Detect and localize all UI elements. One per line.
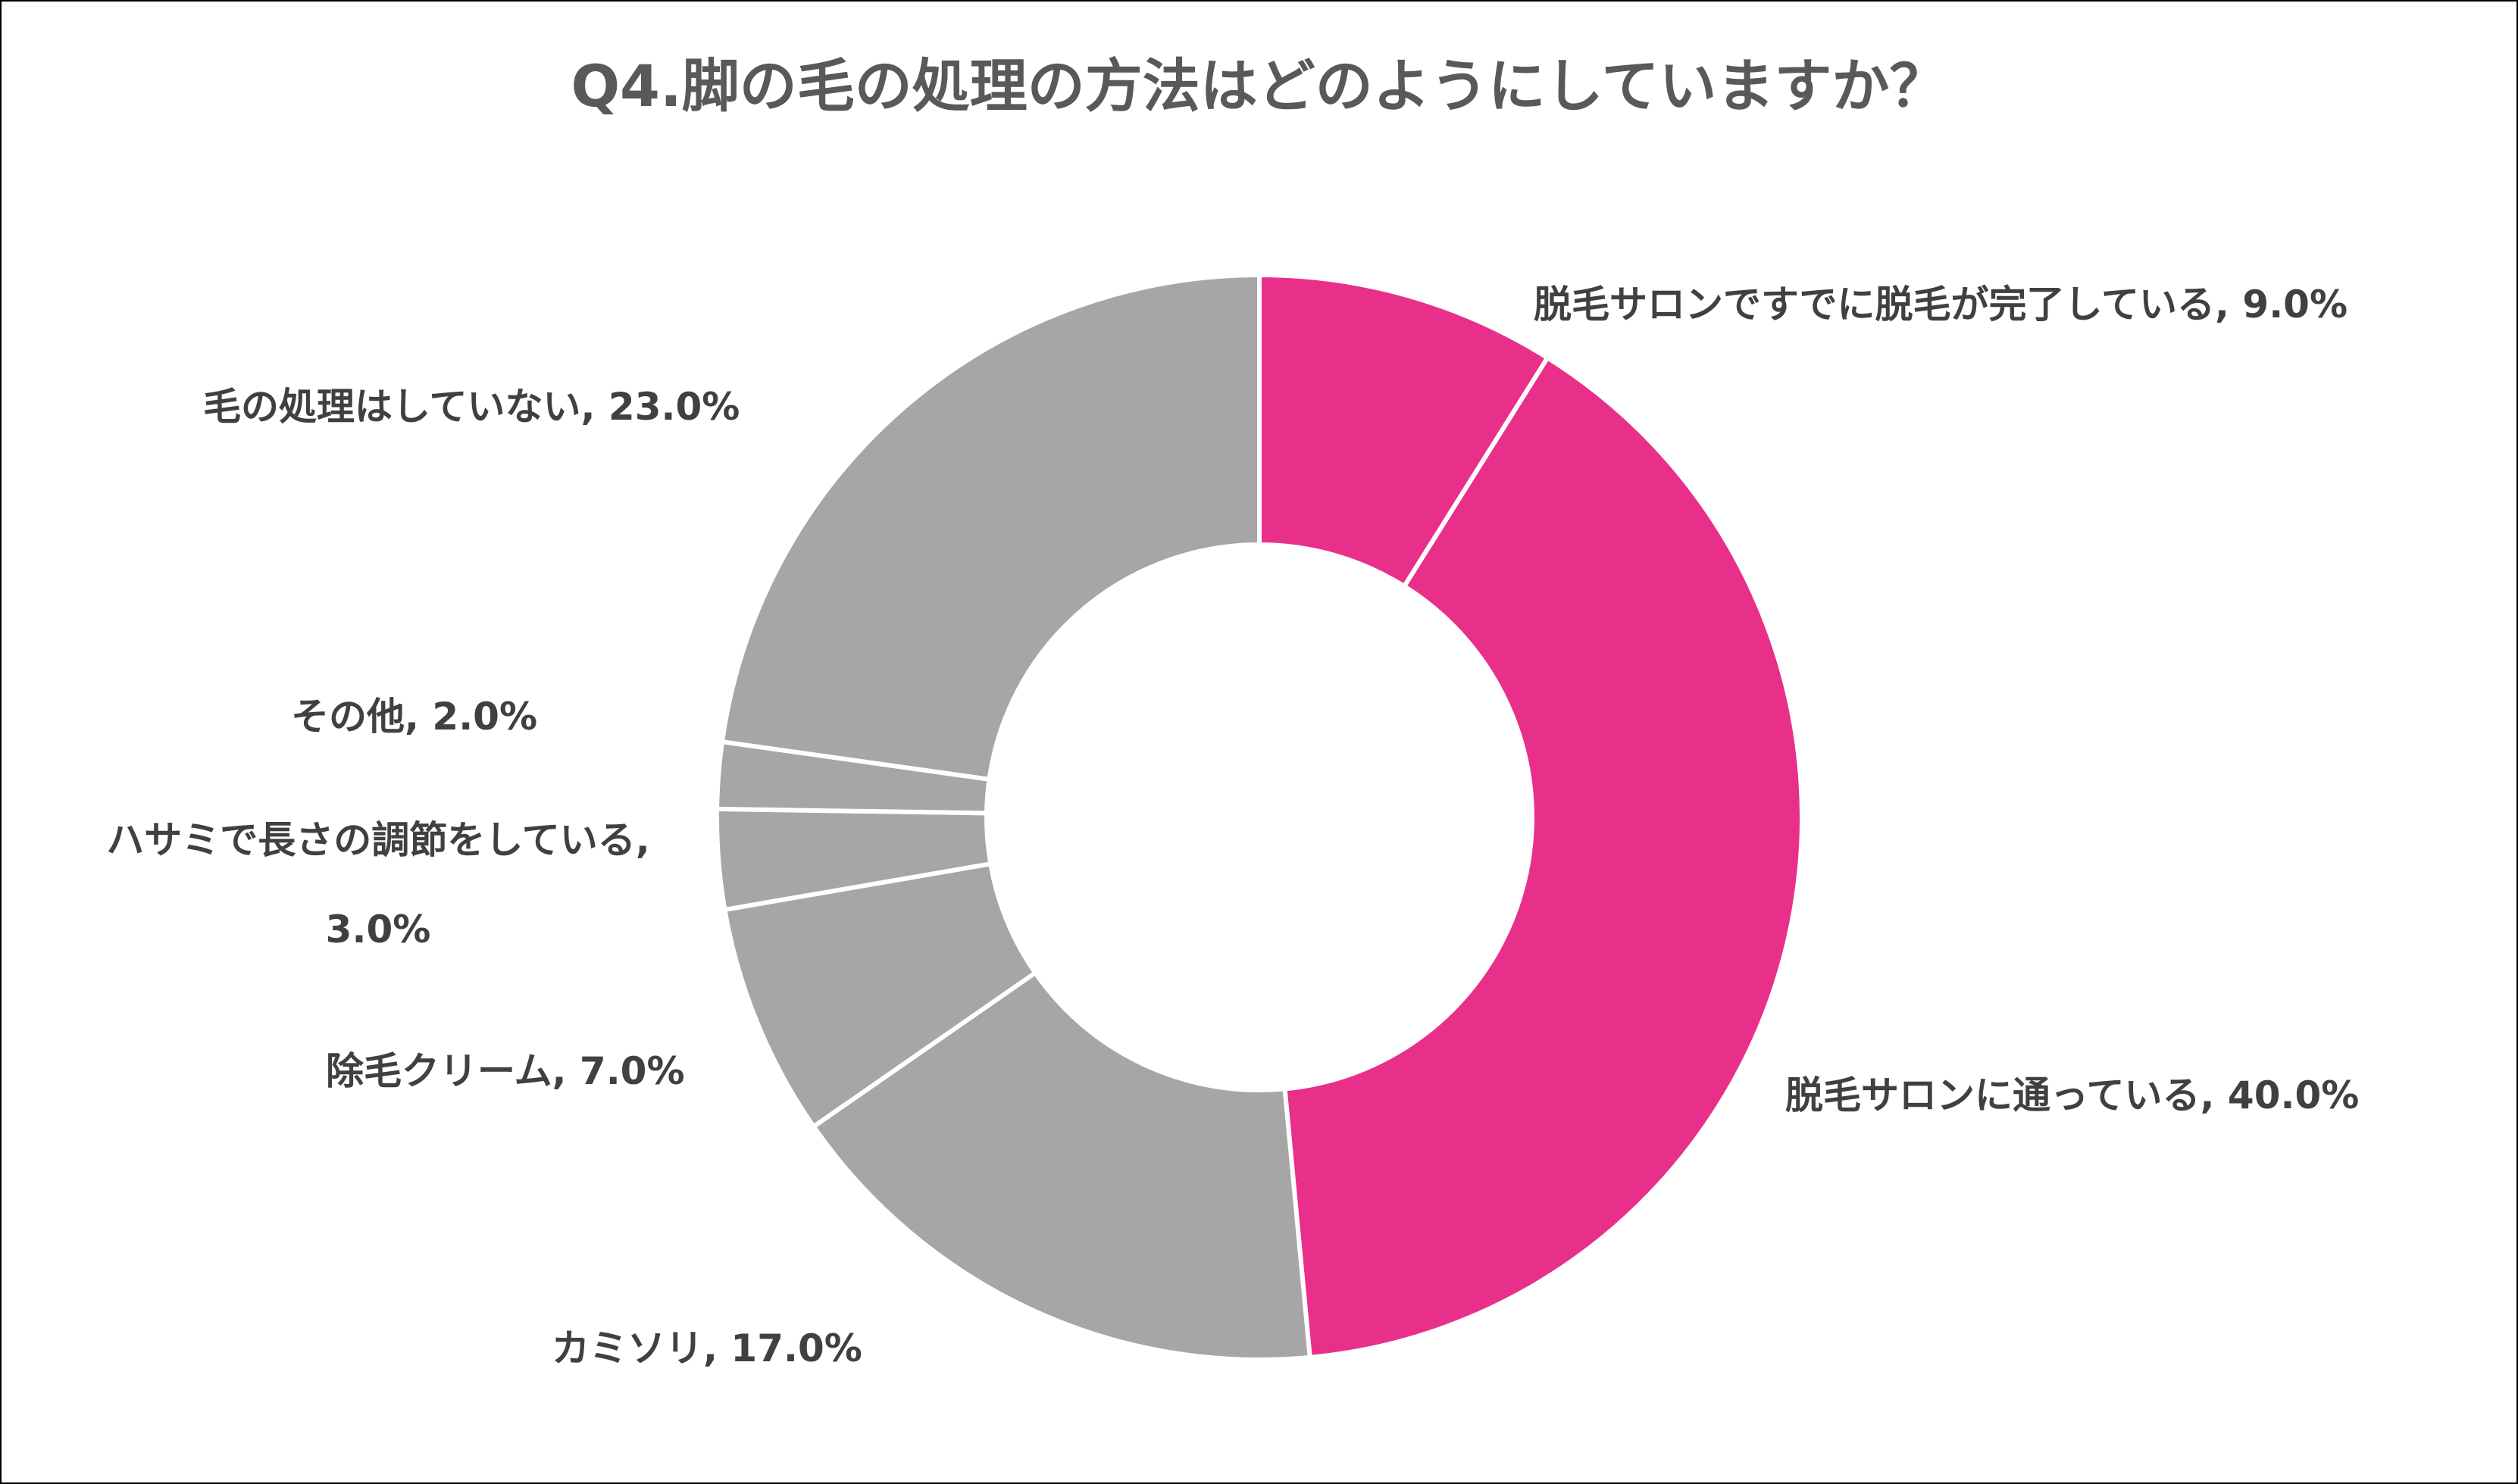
slice-label-scissors-line1: ハサミで長さの調節をしている, [106, 818, 650, 862]
slice-label-scissors-line2: 3.0% [325, 908, 431, 951]
slice-label-scissors: ハサミで長さの調節をしている, 3.0% [79, 795, 677, 974]
slice-salon-attending [1282, 355, 1804, 1360]
slice-label-salon-attending: 脱毛サロンに通っている, 40.0% [1785, 1073, 2360, 1117]
slice-label-razor: カミソリ, 17.0% [552, 1326, 862, 1370]
slice-label-no-treatment: 毛の処理はしていない, 23.0% [203, 385, 740, 429]
slice-label-other: その他, 2.0% [291, 695, 538, 739]
slice-no-treatment [720, 273, 1262, 782]
slice-label-cream: 除毛クリーム, 7.0% [326, 1049, 685, 1093]
slice-label-salon-complete: 脱毛サロンですでに脱毛が完了している, 9.0% [1534, 283, 2348, 326]
chart-title: Q4.脚の毛の処理の方法はどのようにしていますか？ [571, 52, 1947, 120]
slice-razor [811, 970, 1312, 1362]
slice-salon-complete [1257, 273, 1550, 589]
